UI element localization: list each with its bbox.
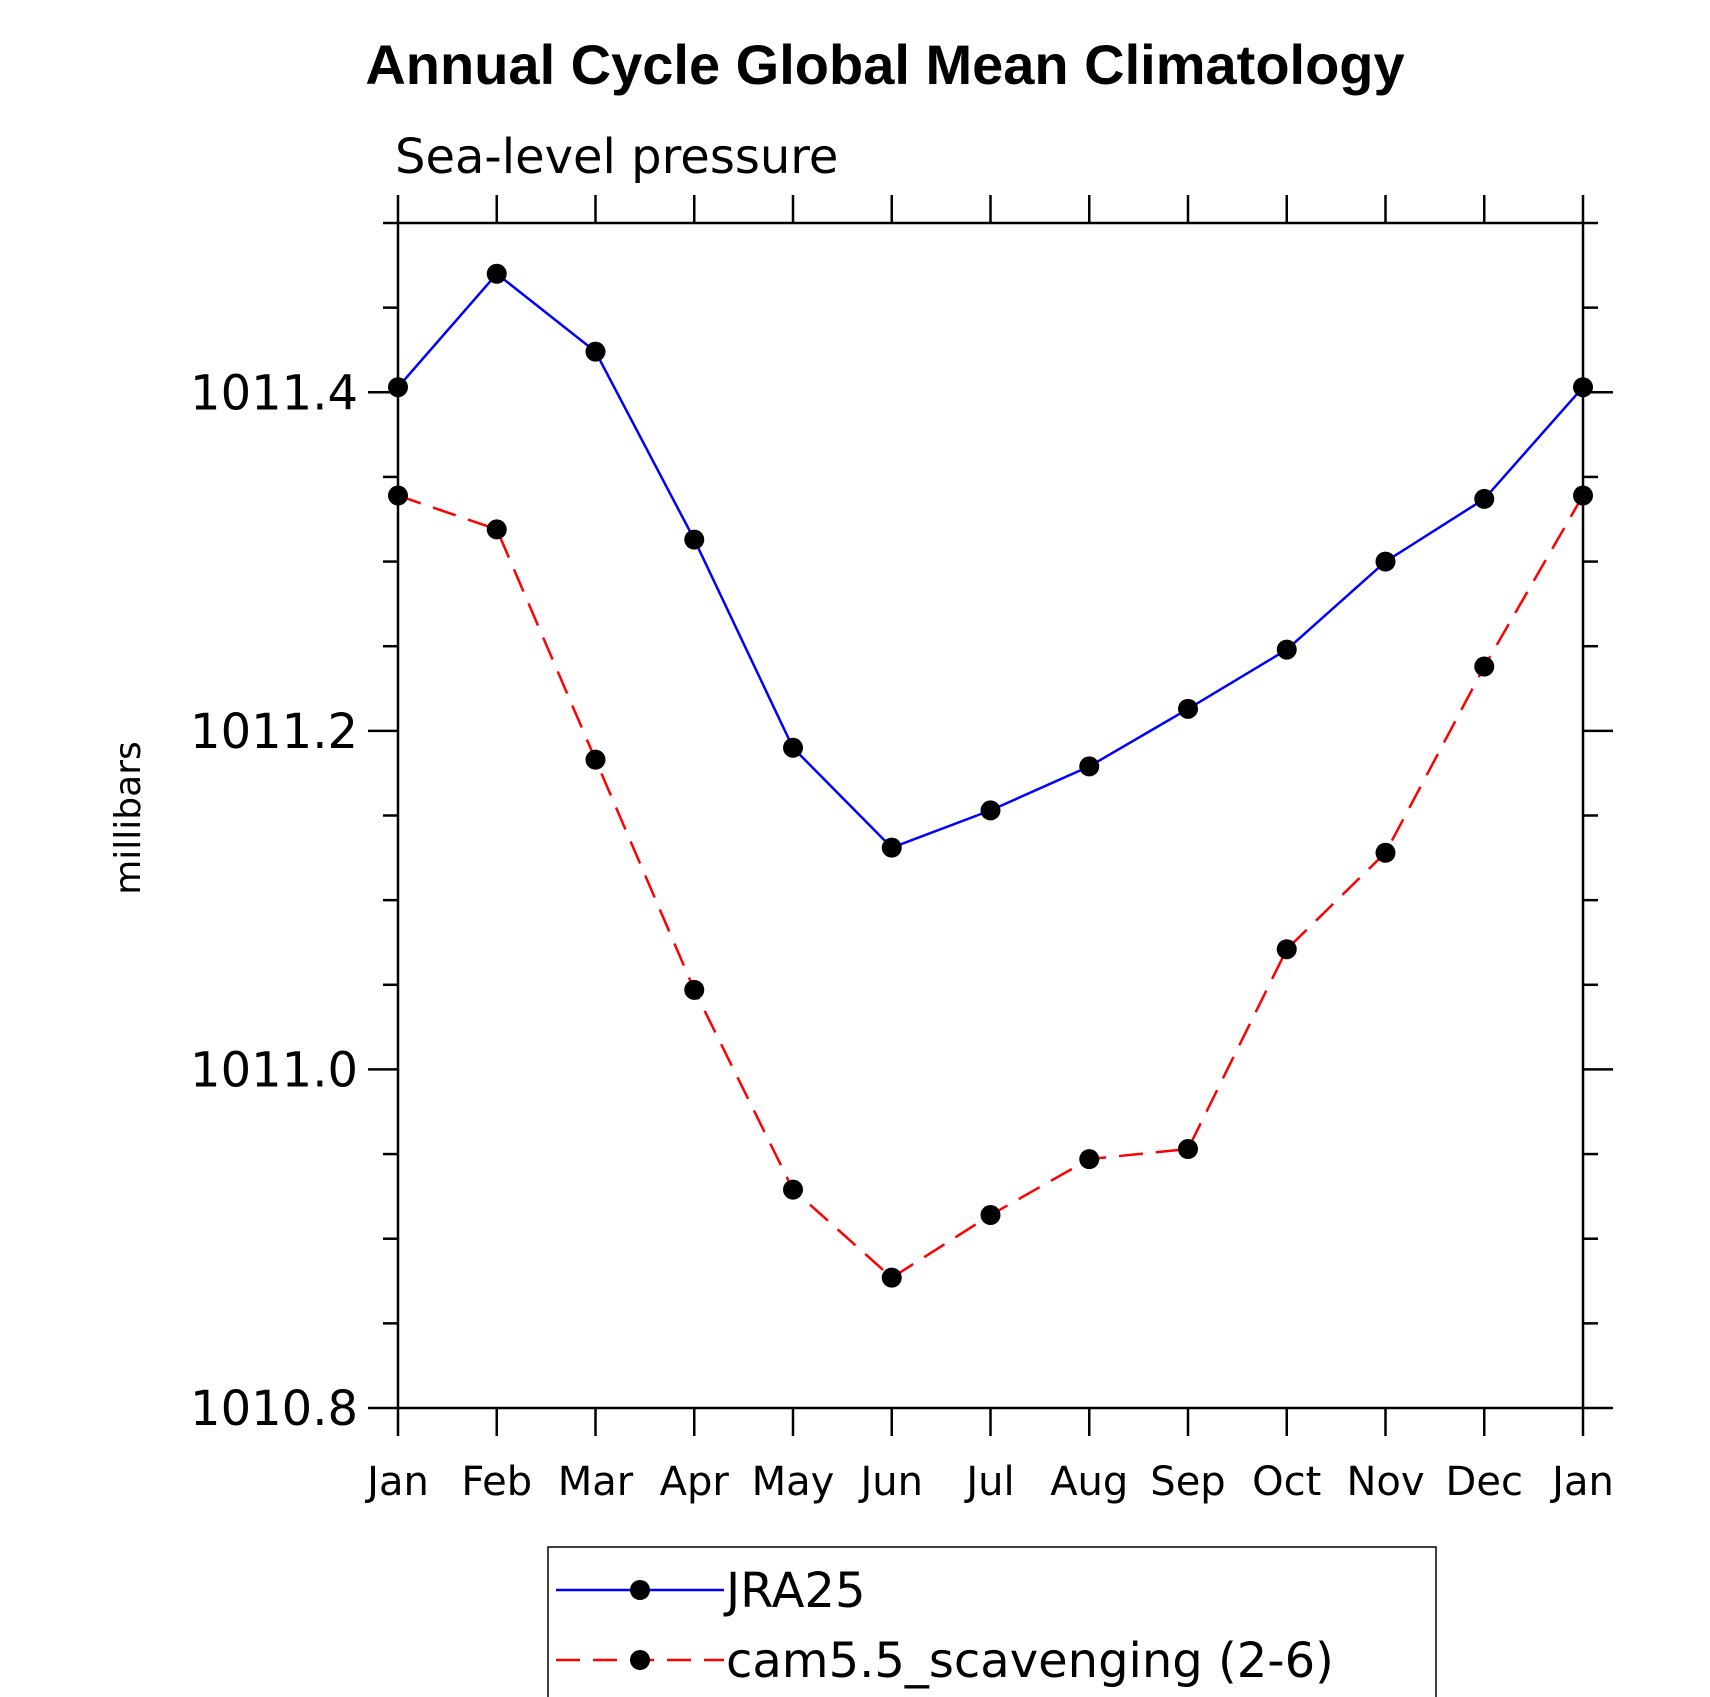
x-tick-label: Jan — [364, 1459, 429, 1505]
plot-frame — [396, 221, 1585, 1410]
chart-subtitle: Sea-level pressure — [395, 129, 838, 185]
y-axis-label: millibars — [108, 741, 149, 895]
data-point-series-0 — [585, 341, 606, 362]
data-point-series-0 — [684, 529, 705, 550]
data-point-series-1 — [1375, 842, 1396, 863]
x-tick-label: Sep — [1150, 1459, 1225, 1505]
x-tick-labels: Jan Feb Mar Apr May Jun Jul Aug Sep Oct Nov Dec Jan — [364, 1459, 1614, 1505]
x-tick-label: Jan — [1549, 1459, 1614, 1505]
x-tick-label: Apr — [660, 1459, 730, 1505]
x-tick-label: Feb — [461, 1459, 532, 1505]
data-point-series-1 — [881, 1267, 902, 1288]
data-point-series-1 — [980, 1205, 1001, 1226]
x-tick-label: Oct — [1252, 1459, 1321, 1505]
data-point-series-0 — [1178, 698, 1198, 719]
y-tick-label: 1011.4 — [190, 365, 358, 421]
x-tick-label: Dec — [1446, 1459, 1523, 1505]
legend-jra25-marker — [630, 1580, 650, 1600]
data-point-series-0 — [1375, 551, 1396, 572]
legend-cam-marker — [630, 1650, 650, 1670]
data-point-series-1 — [684, 979, 705, 1000]
x-tick-label: May — [752, 1459, 835, 1505]
data-point-series-1 — [1474, 656, 1495, 677]
x-tick-label: Nov — [1346, 1459, 1424, 1505]
y-tick-label: 1010.8 — [190, 1381, 358, 1437]
y-tick-labels: 1010.8 1011.0 1011.2 1011.4 — [190, 365, 358, 1437]
x-tick-label: Jun — [858, 1459, 924, 1505]
data-point-series-0 — [1079, 756, 1100, 777]
legend: JRA25 cam5.5_scavenging (2-6) — [547, 1546, 1437, 1697]
data-point-series-1 — [783, 1179, 803, 1200]
y-tick-label: 1011.2 — [190, 704, 358, 760]
data-point-series-0 — [1276, 639, 1297, 660]
legend-jra25-label: JRA25 — [723, 1563, 865, 1619]
legend-cam-label: cam5.5_scavenging (2-6) — [726, 1633, 1334, 1689]
axis-ticks — [368, 195, 1613, 1436]
data-point-series-1 — [486, 519, 507, 540]
data-point-series-0 — [486, 263, 507, 284]
series-layer — [388, 263, 1593, 1288]
data-point-series-1 — [1276, 939, 1297, 960]
series-line-0 — [397, 272, 1584, 850]
data-point-series-1 — [1178, 1138, 1198, 1159]
y-tick-label: 1011.0 — [190, 1042, 358, 1098]
data-point-series-1 — [1079, 1149, 1100, 1170]
data-point-series-1 — [585, 749, 606, 770]
x-tick-label: Mar — [558, 1459, 634, 1505]
x-tick-label: Aug — [1050, 1459, 1128, 1505]
x-tick-label: Jul — [963, 1459, 1014, 1505]
data-point-series-0 — [980, 800, 1001, 821]
chart-title: Annual Cycle Global Mean Climatology — [365, 33, 1404, 96]
series-line-1 — [397, 494, 1585, 1280]
legend-box — [547, 1546, 1437, 1697]
data-point-series-0 — [881, 837, 902, 858]
data-point-series-0 — [783, 737, 803, 758]
data-point-series-0 — [1474, 488, 1495, 509]
